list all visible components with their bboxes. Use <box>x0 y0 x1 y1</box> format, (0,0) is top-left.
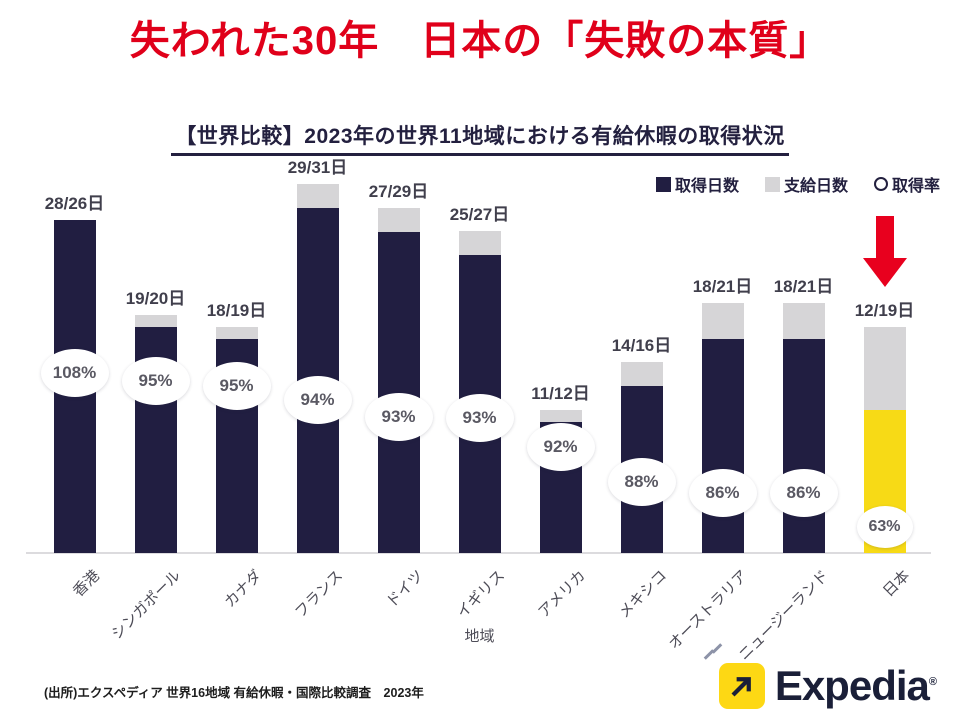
bar-group-香港: 28/26日 108% 香港 <box>34 159 115 600</box>
rate-badge: 95% <box>202 362 271 410</box>
rate-badge: 94% <box>283 376 352 424</box>
source-note: (出所)エクスペディア 世界16地域 有給休暇・国際比較調査 2023年 <box>44 686 424 700</box>
rate-badge: 92% <box>526 423 595 471</box>
bar-group-メキシコ: 14/16日 88% メキシコ <box>601 159 682 622</box>
bar-value-label: 14/16日 <box>611 336 672 355</box>
bar-value-label: 25/27日 <box>449 205 510 224</box>
given-days-segment <box>620 362 663 386</box>
rate-badge: 88% <box>607 458 676 506</box>
expedia-logo: Expedia® <box>703 643 937 709</box>
chart-title: 【世界比較】2023年の世界11地域における有給休暇の取得状況 <box>171 120 789 156</box>
bar-group-アメリカ: 11/12日 92% アメリカ <box>520 159 601 621</box>
bar-group-日本: 12/19日 63% 日本 <box>844 159 925 600</box>
expedia-logo-text: Expedia® <box>774 662 937 709</box>
legend-label-given: 支給日数 <box>783 178 848 195</box>
given-days-segment <box>458 231 501 255</box>
bar-カナダ <box>215 327 258 553</box>
bar-イギリス <box>458 231 501 553</box>
bar-value-label: 28/26日 <box>44 194 105 213</box>
legend-label-taken: 取得日数 <box>674 178 739 195</box>
given-days-segment <box>701 303 744 339</box>
plot-area: 地域 28/26日 108% 香港 19/20日 95% シンガポール 18/19日 95% カ… <box>26 158 931 664</box>
bar-value-label: 29/31日 <box>287 158 348 177</box>
rate-badge: 95% <box>121 357 190 405</box>
bar-group-オーストラリア: 18/21日 86% オーストラリア <box>665 159 763 653</box>
bar-value-label: 11/12日 <box>531 384 590 403</box>
highlight-arrow-icon <box>862 216 908 293</box>
taken-days-swatch-icon <box>655 176 671 192</box>
bar-value-label: 19/20日 <box>125 289 186 308</box>
rate-badge: 63% <box>856 506 913 548</box>
taken-days-segment <box>701 339 744 553</box>
chart-title-row: 【世界比較】2023年の世界11地域における有給休暇の取得状況 <box>0 120 960 156</box>
taken-days-segment <box>377 232 420 553</box>
taken-days-segment <box>782 339 825 553</box>
x-axis-line <box>26 552 931 554</box>
bar-group-ドイツ: 27/29日 93% ドイツ <box>358 159 439 611</box>
bar-value-label: 18/19日 <box>206 301 267 320</box>
bar-value-label: 18/21日 <box>773 277 834 296</box>
rate-badge: 93% <box>364 393 433 441</box>
chart-legend: 取得日数 支給日数 取得率 <box>655 172 940 196</box>
bar-group-フランス: 29/31日 94% フランス <box>277 158 358 621</box>
given-days-segment <box>296 184 339 208</box>
bar-value-label: 12/19日 <box>854 301 915 320</box>
registered-mark: ® <box>928 676 937 688</box>
x-axis-title: 地域 <box>464 628 495 645</box>
bar-ニュージーランド <box>782 303 825 553</box>
given-days-segment <box>377 208 420 232</box>
rate-circle-icon <box>873 177 888 191</box>
bar-group-シンガポール: 19/20日 95% シンガポール <box>108 159 196 643</box>
bar-オーストラリア <box>701 303 744 553</box>
legend-label-rate: 取得率 <box>891 178 940 195</box>
given-days-swatch-icon <box>764 176 780 192</box>
bar-group-ニュージーランド: 18/21日 86% ニュージーランド <box>735 159 844 664</box>
bar-value-label: 18/21日 <box>692 277 753 296</box>
legend-item-rate: 取得率 <box>873 172 940 196</box>
given-days-segment <box>863 327 906 410</box>
bar-フランス <box>296 184 339 553</box>
legend-item-given: 支給日数 <box>764 172 848 196</box>
expedia-logo-icon-wrap <box>703 643 765 709</box>
bar-日本 <box>863 327 906 553</box>
rate-badge: 86% <box>688 469 757 517</box>
given-days-segment <box>215 327 258 339</box>
expedia-arrow-icon <box>718 663 765 709</box>
bar-value-label: 27/29日 <box>368 182 429 201</box>
rate-badge: 86% <box>769 469 838 517</box>
bar-group-カナダ: 18/19日 95% カナダ <box>196 159 277 611</box>
given-days-segment <box>539 410 582 422</box>
bar-group-イギリス: 25/27日 93% イギリス <box>439 159 520 622</box>
bar-ドイツ <box>377 208 420 553</box>
given-days-segment <box>782 303 825 339</box>
given-days-segment <box>134 315 177 327</box>
rate-badge: 93% <box>445 394 514 442</box>
legend-item-taken: 取得日数 <box>655 172 739 196</box>
page-title: 失われた30年 日本の「失敗の本質」 <box>129 19 831 63</box>
bar-シンガポール <box>134 315 177 553</box>
rate-badge: 108% <box>40 349 109 397</box>
